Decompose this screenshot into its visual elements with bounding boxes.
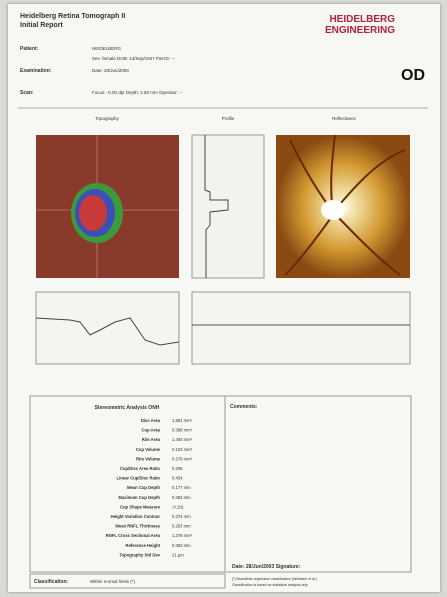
row-value: 1.493 mm² xyxy=(172,437,193,442)
plot-frame xyxy=(36,292,179,364)
image-title: Topography xyxy=(95,116,119,121)
info-block: Patient: HEIDELBERG Sex: female DOB: 14/Se… xyxy=(20,46,183,96)
row-label: Cup/Disc Area Ratio xyxy=(120,466,161,471)
row-value: 0.103 mm³ xyxy=(172,447,193,452)
row-value: 0.454 xyxy=(172,476,183,481)
classification-label: Classification: xyxy=(34,579,69,585)
row-value: 0.483 mm xyxy=(172,495,191,500)
row-label: Topography Std Dev xyxy=(119,552,160,557)
signature: Date: 28/Jun/2003 Signature: xyxy=(232,564,301,570)
row-value: 0.374 mm xyxy=(172,514,191,519)
row-label: Reference Height xyxy=(126,543,161,548)
row-value: 0.363 mm xyxy=(172,543,191,548)
image-title: Profile xyxy=(222,116,235,121)
comments-title: Comments: xyxy=(230,404,258,410)
eye-label: OD xyxy=(401,67,425,84)
title: Heidelberg Retina Tomograph II xyxy=(20,13,125,20)
row-label: RNFL Cross Sectional Area xyxy=(106,533,161,538)
info-value: Focus: -0.00 dpt Depth: 2.50 mm Operator… xyxy=(92,90,183,95)
info-detail: Sex: female DOB: 14/Sep/1947 Pat-ID: -- xyxy=(92,56,175,61)
row-value: 0.206 xyxy=(172,466,183,471)
footnote: Classification is based on statistical a… xyxy=(232,583,308,587)
plot-frame xyxy=(192,292,410,364)
disc xyxy=(321,200,345,220)
report: Heidelberg Retina Tomograph II Initial R… xyxy=(0,0,447,597)
table-rows: Disc Area 1.881 mm² Cup Area 0.388 mm² Rim A… xyxy=(106,418,193,557)
cup xyxy=(79,195,107,231)
page: Heidelberg Retina Tomograph II Initial R… xyxy=(0,0,447,597)
brand: ENGINEERING xyxy=(325,25,395,36)
row-value: 0.283 mm xyxy=(172,524,191,529)
row-label: Disc Area xyxy=(141,418,161,423)
row-label: Linear Cup/Disc Ratio xyxy=(116,476,160,481)
row-label: Cup Shape Measure xyxy=(120,504,161,509)
row-value: 21 µm xyxy=(172,552,184,557)
row-value: 1.881 mm² xyxy=(172,418,193,423)
row-label: Rim Volume xyxy=(136,456,161,461)
info-value: Date: 28/Jun/2003 xyxy=(92,68,129,73)
row-label: Cup Volume xyxy=(136,447,161,452)
classification-value: Within normal limits (*) xyxy=(90,579,136,584)
row-value: 0.388 mm² xyxy=(172,428,193,433)
row-label: Mean Cup Depth xyxy=(127,485,160,490)
row-value: -0.191 xyxy=(172,504,185,509)
row-value: 1.378 mm² xyxy=(172,533,193,538)
info-value: HEIDELBERG xyxy=(92,46,122,51)
info-label: Examination: xyxy=(20,68,52,74)
image-title: Reflectance xyxy=(332,116,356,121)
row-label: Maximum Cup Depth xyxy=(118,495,160,500)
row-label: Height Variation Contour xyxy=(111,514,161,519)
info-label: Scan: xyxy=(20,90,34,96)
table-title: Stereometric Analysis ONH xyxy=(95,405,160,411)
brand: HEIDELBERG xyxy=(329,14,395,25)
info-label: Patient: xyxy=(20,46,39,52)
row-label: Rim Area xyxy=(142,437,161,442)
row-value: 0.177 mm xyxy=(172,485,191,490)
subtitle: Initial Report xyxy=(20,22,63,29)
comments-frame xyxy=(225,396,411,572)
row-label: Cup Area xyxy=(142,428,161,433)
row-label: Mean RNFL Thickness xyxy=(115,524,160,529)
footnote: (*) Moorfields regression classification… xyxy=(232,577,317,581)
row-value: 0.378 mm³ xyxy=(172,456,193,461)
